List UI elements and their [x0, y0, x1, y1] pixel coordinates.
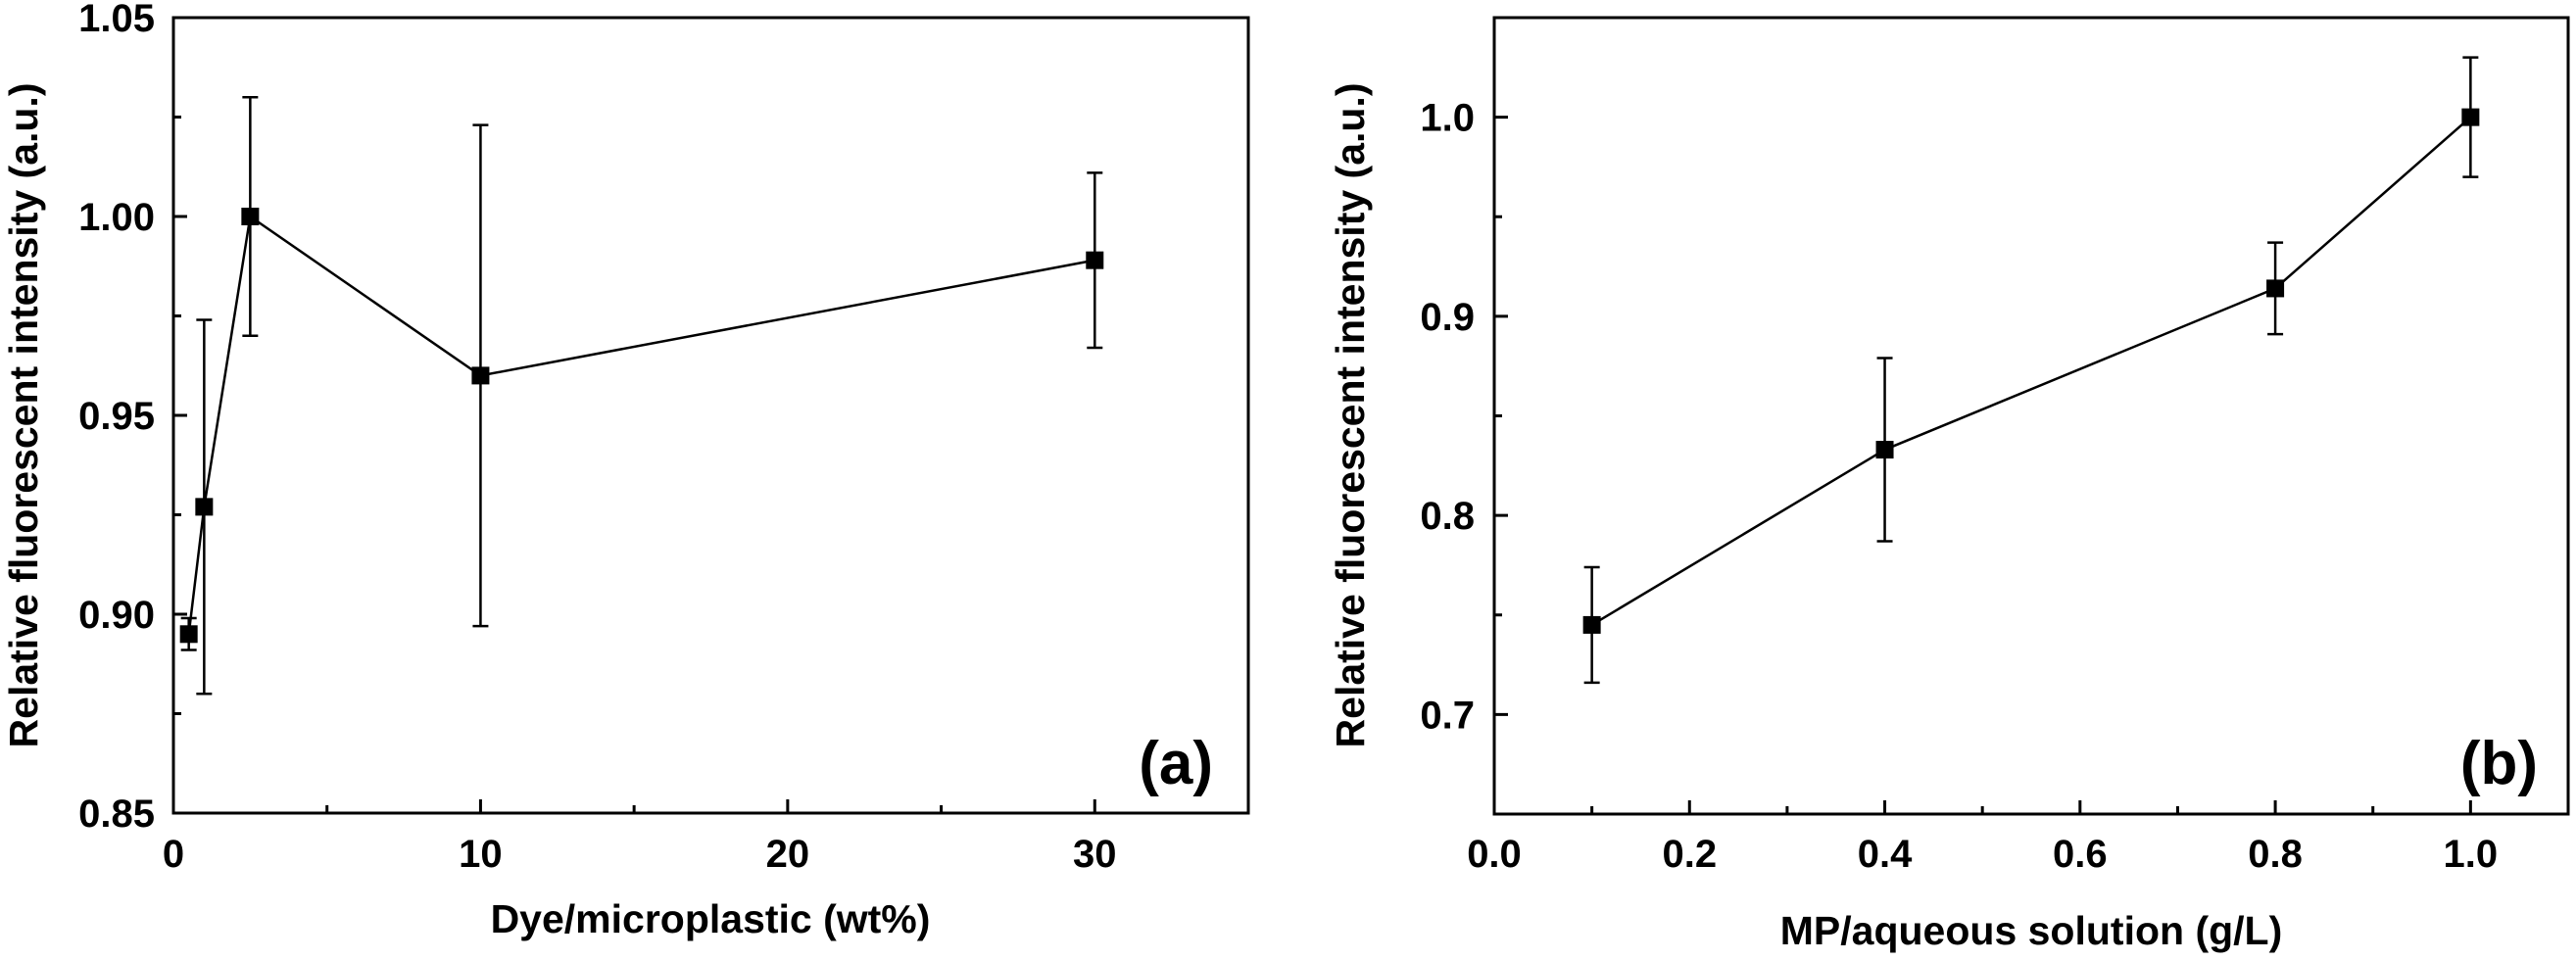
x-tick-label: 0.2 — [1662, 833, 1717, 876]
y-tick-label: 1.00 — [78, 196, 155, 239]
panel-label-b: (b) — [2460, 730, 2538, 797]
y-axis-title-a: Relative fluorescent intensity (a.u.) — [1, 83, 46, 748]
panel-a: 0 10 20 30 0.85 0.90 0.95 1.00 1.05 Dye/micropla… — [1, 0, 1250, 941]
panel-b: 0.0 0.2 0.4 0.6 0.8 1.0 0.7 0.8 0.9 1.0 MP/aqueou… — [1328, 16, 2570, 953]
axis-ticks-a: 0 10 20 30 0.85 0.90 0.95 1.00 1.05 — [78, 0, 1116, 876]
x-tick-label: 30 — [1073, 833, 1117, 876]
series-line — [1590, 116, 2472, 626]
plot-frame-a — [171, 16, 1250, 815]
x-tick-label: 10 — [459, 833, 503, 876]
x-axis-title-b: MP/aqueous solution (g/L) — [1780, 908, 2282, 953]
x-tick-label: 0.8 — [2248, 833, 2303, 876]
y-tick-label: 0.90 — [78, 594, 155, 637]
axis-ticks-b: 0.0 0.2 0.4 0.6 0.8 1.0 0.7 0.8 0.9 1.0 — [1420, 97, 2498, 876]
panel-label-a: (a) — [1139, 730, 1213, 797]
data-point — [195, 498, 214, 516]
x-tick-label: 1.0 — [2444, 833, 2499, 876]
series-line — [187, 214, 1095, 635]
x-tick-label: 0.4 — [1858, 833, 1913, 876]
y-tick-label: 0.95 — [78, 395, 155, 438]
data-point — [471, 366, 490, 385]
y-tick-label: 0.7 — [1420, 694, 1475, 737]
data-point — [2266, 279, 2285, 298]
plot-frame-b — [1492, 16, 2570, 816]
y-axis-title-b: Relative fluorescent intensity (a.u.) — [1328, 83, 1373, 748]
y-tick-label: 0.9 — [1420, 296, 1475, 339]
data-point — [2461, 108, 2480, 126]
x-tick-label: 0.0 — [1467, 833, 1522, 876]
data-point — [1086, 251, 1104, 269]
data-series-a — [179, 95, 1104, 696]
y-tick-label: 0.85 — [78, 793, 155, 836]
y-tick-label: 1.0 — [1420, 97, 1475, 140]
data-series-b — [1582, 56, 2480, 685]
data-point — [1582, 615, 1601, 634]
x-tick-label: 0 — [163, 833, 184, 876]
data-point — [241, 208, 260, 225]
y-tick-label: 0.8 — [1420, 495, 1475, 538]
x-tick-label: 0.6 — [2053, 833, 2108, 876]
y-tick-label: 1.05 — [78, 0, 155, 40]
x-tick-label: 20 — [766, 833, 810, 876]
data-point — [1875, 441, 1894, 459]
x-axis-title-a: Dye/microplastic (wt%) — [491, 896, 931, 941]
data-point — [179, 625, 198, 644]
